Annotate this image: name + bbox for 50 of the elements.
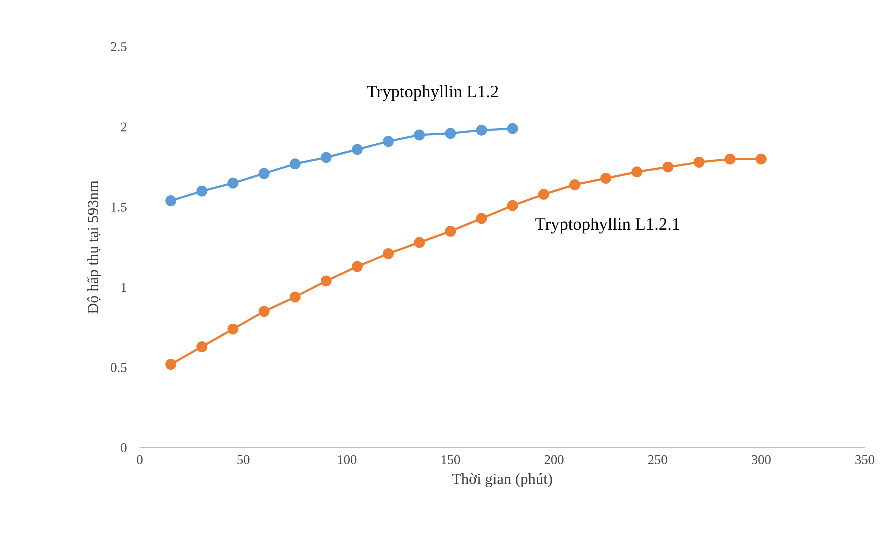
x-tick-label: 0 (137, 455, 143, 464)
point (476, 124, 488, 136)
series-label: Tryptophyllin L1.2.1 (536, 218, 680, 234)
x-tick-label: 150 (442, 455, 460, 464)
point (570, 179, 580, 190)
point (290, 292, 301, 303)
x-tick-label: 350 (856, 455, 874, 464)
y-axis-title: Độ hấp thụ tại 593nm (87, 180, 102, 314)
point (196, 186, 208, 197)
point (320, 152, 332, 164)
x-axis-title: Thời gian (phút) (452, 474, 552, 488)
point (538, 189, 550, 200)
x-tick-label: 250 (648, 455, 668, 464)
x-tick-label: 200 (544, 455, 564, 464)
point (258, 168, 270, 180)
point (383, 248, 394, 260)
point (724, 154, 736, 165)
point (600, 173, 612, 184)
y-tick-label: 2.5 (111, 42, 127, 52)
y-tick-label: 0.5 (111, 363, 127, 372)
point (507, 123, 518, 134)
point (414, 237, 426, 248)
x-tick-label: 50 (238, 455, 250, 464)
point (662, 162, 674, 173)
point (228, 178, 239, 189)
point (352, 261, 363, 272)
point (290, 158, 301, 170)
point (258, 306, 270, 318)
point (352, 144, 363, 156)
point (445, 128, 456, 140)
x-tick-label: 100 (338, 455, 357, 464)
point (414, 130, 426, 141)
point (445, 226, 456, 237)
point (383, 136, 394, 148)
point (476, 213, 488, 224)
y-tick-label: 1.5 (112, 202, 127, 212)
series-label: Tryptophyllin L1.2 (367, 85, 498, 102)
point (756, 154, 767, 165)
y-tick-label: 2 (121, 122, 127, 132)
y-tick-label: 0 (121, 444, 127, 452)
y-tick-label: 1 (122, 283, 126, 292)
point (228, 324, 239, 335)
point (320, 276, 332, 287)
point (166, 196, 177, 206)
point (507, 200, 518, 212)
point (694, 157, 705, 168)
point (196, 341, 208, 352)
point (632, 166, 643, 178)
point (166, 359, 177, 370)
x-tick-label: 300 (752, 455, 771, 464)
